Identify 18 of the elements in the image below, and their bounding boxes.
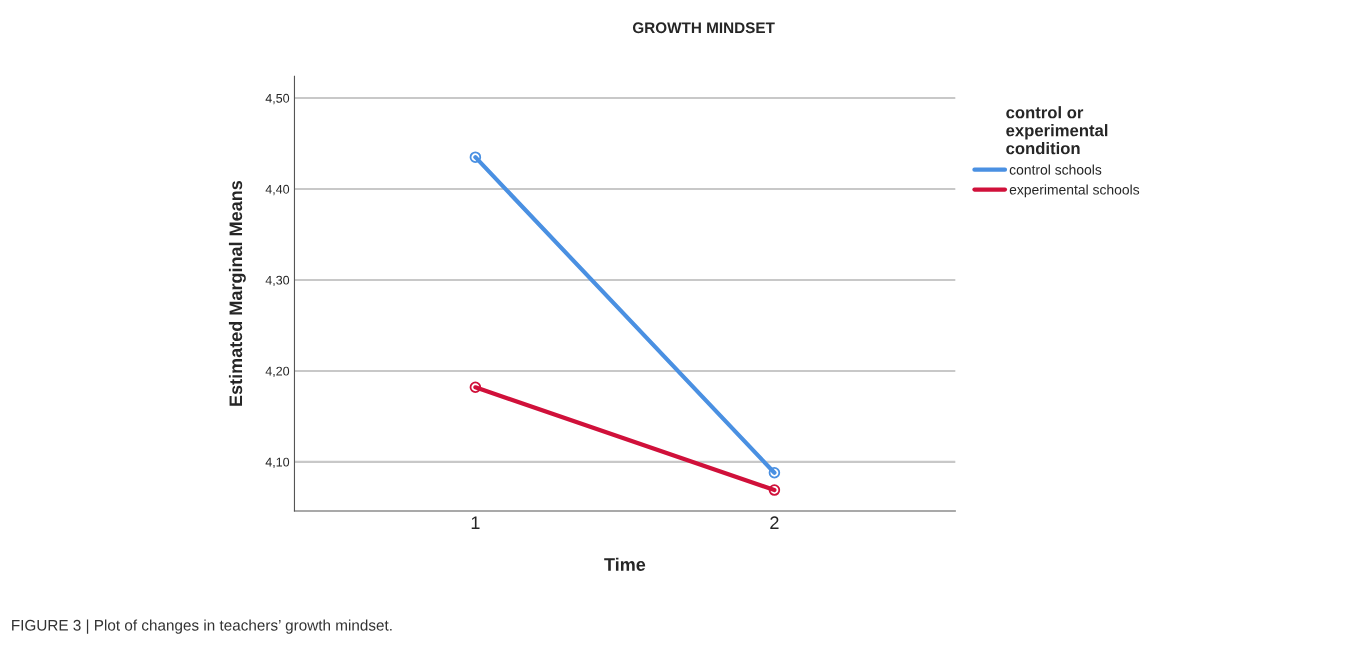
point [469, 381, 482, 394]
point [768, 484, 781, 496]
legend-label: control schools [1009, 164, 1102, 175]
point [768, 467, 781, 479]
y-tick-label: 4,30 [265, 275, 290, 287]
x-tick-label: 2 [770, 516, 779, 529]
y-axis-title: Estimated Marginal Means [228, 180, 246, 406]
x-tick-label: 1 [471, 516, 480, 529]
legend-title: control or experimental condition [1006, 106, 1108, 155]
chart-title: GROWTH MINDSET [632, 22, 775, 34]
point [469, 151, 482, 163]
caption: FIGURE 3 | Plot of changes in teachers’ growth mindset. [12, 619, 392, 634]
y-tick-label: 4,40 [265, 184, 290, 196]
y-tick-label: 4,50 [265, 93, 290, 105]
legend-label: experimental schools [1009, 184, 1140, 198]
y-tick-label: 4,20 [265, 366, 290, 378]
y-tick-label: 4,10 [265, 457, 290, 468]
x-axis-title: Time [604, 557, 646, 571]
